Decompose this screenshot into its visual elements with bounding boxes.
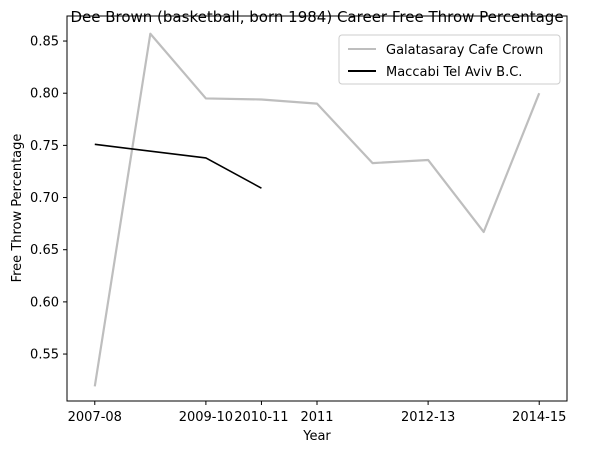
x-axis-label: Year: [302, 429, 331, 444]
y-tick-label: 0.85: [30, 35, 59, 50]
y-tick-label: 0.75: [30, 139, 59, 154]
x-tick-label: 2011: [300, 410, 333, 425]
series-line-maccabi: [94, 143, 262, 189]
legend-box: [338, 34, 561, 85]
y-tick-label: 0.60: [30, 295, 59, 310]
legend: Galatasaray Cafe Crown Maccabi Tel Aviv …: [338, 34, 561, 85]
legend-label-galatasaray: Galatasaray Cafe Crown: [386, 43, 543, 58]
chart-title: Dee Brown (basketball, born 1984) Career…: [70, 8, 563, 26]
y-tick-label: 0.55: [30, 348, 59, 363]
y-tick-label: 0.70: [30, 191, 59, 206]
y-axis-label: Free Throw Percentage: [10, 134, 25, 283]
x-tick-label: 2007-08: [68, 410, 122, 425]
y-tick-label: 0.80: [30, 87, 59, 102]
series-line-galatasaray: [93, 32, 541, 387]
x-tick-label: 2009-10: [179, 410, 233, 425]
x-axis-ticks: 2007-08 2009-10 2010-11 2011 2012-13 2014-15: [68, 401, 566, 425]
x-tick-label: 2014-15: [512, 410, 566, 425]
y-axis-ticks: 0.55 0.60 0.65 0.70 0.75 0.80 0.85: [30, 35, 67, 363]
x-tick-label: 2010-11: [234, 410, 288, 425]
x-tick-label: 2012-13: [401, 410, 455, 425]
y-tick-label: 0.65: [30, 243, 59, 258]
series-layer: [93, 32, 541, 387]
legend-label-maccabi: Maccabi Tel Aviv B.C.: [386, 65, 522, 80]
